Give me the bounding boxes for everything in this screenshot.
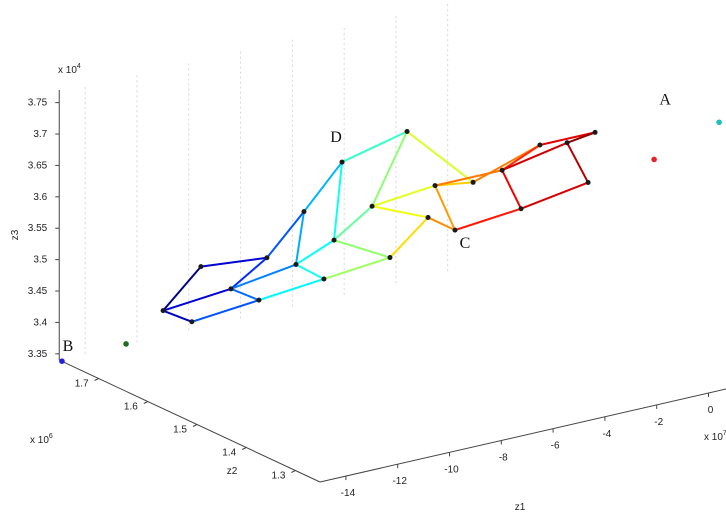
mesh-edge <box>342 131 407 162</box>
mesh-node <box>256 298 261 303</box>
y-tick-label: 1.4 <box>222 448 236 459</box>
mesh-edge <box>372 206 428 217</box>
mesh-edge <box>455 209 521 230</box>
z-tick-label: 3.65 <box>28 160 48 171</box>
mesh-node <box>452 228 457 233</box>
point <box>59 358 65 364</box>
mesh-node <box>405 129 410 134</box>
y-exponent-base: x 10 <box>30 435 49 446</box>
mesh-node <box>433 183 438 188</box>
mesh-node <box>189 319 194 324</box>
x-tick-label: -14 <box>341 488 356 499</box>
mesh-edge <box>324 258 390 279</box>
mesh-node <box>370 204 375 209</box>
point <box>123 341 129 347</box>
mesh-node <box>519 206 524 211</box>
mesh-node <box>500 168 505 173</box>
point-label: C <box>460 235 471 252</box>
x-axis <box>320 384 726 482</box>
mesh-edge <box>502 170 521 208</box>
z-tick-label: 3.35 <box>28 349 48 360</box>
z-tick-label: 3.6 <box>33 192 47 203</box>
z-tick-label: 3.75 <box>28 98 48 109</box>
mesh-node <box>228 286 233 291</box>
mesh-edge <box>231 289 259 300</box>
y-tick <box>193 425 197 427</box>
mesh-node <box>387 255 392 260</box>
y-tick <box>144 402 148 404</box>
mesh-edge <box>407 131 473 182</box>
y-tick <box>242 448 246 450</box>
point <box>716 119 722 125</box>
x-tick-label: 0 <box>708 405 714 416</box>
mesh-edge <box>435 186 455 231</box>
mesh-edge <box>163 311 192 322</box>
mesh-node <box>301 209 306 214</box>
x-tick-label: -12 <box>392 476 407 487</box>
mesh-edge <box>192 300 259 322</box>
y-axis-label: z2 <box>227 466 238 477</box>
y-tick-label: 1.7 <box>75 379 89 390</box>
point-label: B <box>63 338 74 355</box>
z-tick-label: 3.45 <box>28 286 48 297</box>
z-tick-label: 3.5 <box>33 255 47 266</box>
x-tick-label: -4 <box>602 429 611 440</box>
point <box>651 157 657 163</box>
mesh-edge <box>372 131 407 206</box>
mesh-node <box>593 130 598 135</box>
z-tick-label: 3.55 <box>28 223 48 234</box>
z-exponent-power: 4 <box>77 63 81 70</box>
mesh-node <box>264 255 269 260</box>
mesh-node <box>586 180 591 185</box>
mesh-node <box>161 308 166 313</box>
x-tick-label: -8 <box>499 452 508 463</box>
z-exponent-base: x 10 <box>58 65 77 76</box>
y-tick-label: 1.5 <box>173 425 187 436</box>
point-label: D <box>330 129 342 146</box>
y-exponent-power: 6 <box>49 433 53 440</box>
mesh-node <box>332 238 337 243</box>
mesh-node <box>321 276 326 281</box>
mesh-edge <box>259 279 324 300</box>
mesh-node <box>426 215 431 220</box>
z-tick-label: 3.4 <box>33 317 47 328</box>
x-axis-label: z1 <box>515 502 526 513</box>
x-tick-label: -2 <box>654 417 663 428</box>
mesh-node <box>471 180 476 185</box>
z-tick-label: 3.7 <box>33 129 47 140</box>
mesh-edge <box>372 186 435 207</box>
mesh-node <box>293 262 298 267</box>
mesh-edge <box>296 240 334 264</box>
x-tick-label: -6 <box>551 441 560 452</box>
mesh-node <box>198 264 203 269</box>
chart: z1 z2 z3 x 104 x 106 x 107 -14-12-10-8-6… <box>0 0 726 517</box>
mesh-node <box>340 160 345 165</box>
y-tick <box>95 379 99 381</box>
y-tick <box>291 471 295 473</box>
z-axis-label: z3 <box>10 229 21 240</box>
y-exponent: x 106 <box>30 433 53 446</box>
x-exponent: x 107 <box>704 430 726 443</box>
mesh-node <box>565 140 570 145</box>
mesh-node <box>537 143 542 148</box>
point-label: A <box>659 91 671 108</box>
mesh-edge <box>567 143 588 183</box>
x-tick-label: -10 <box>444 464 459 475</box>
x-exponent-base: x 10 <box>704 432 723 443</box>
mesh-edge <box>304 162 342 212</box>
mesh-edge <box>334 240 390 257</box>
mesh-edge <box>521 183 588 209</box>
mesh-edge <box>334 206 372 240</box>
z-exponent: x 104 <box>58 63 81 76</box>
y-tick-label: 1.3 <box>271 471 285 482</box>
mesh-edge <box>296 265 324 279</box>
mesh-edge <box>334 162 342 240</box>
y-tick-label: 1.6 <box>124 402 138 413</box>
